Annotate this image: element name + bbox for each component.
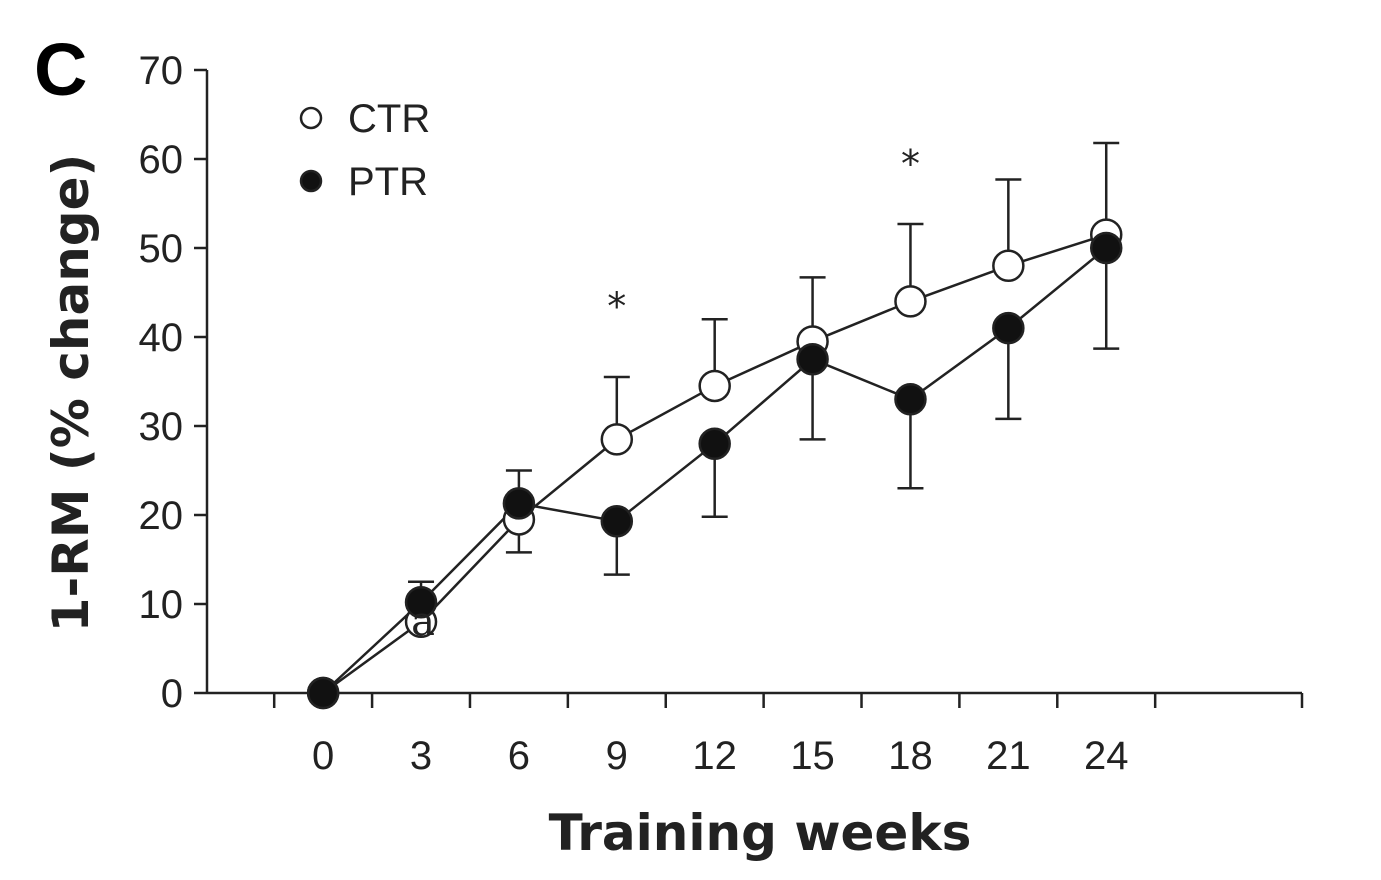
- legend-label-ptr: PTR: [348, 160, 428, 204]
- significance-star: *: [607, 284, 626, 328]
- y-axis-title: 1-RM (% change): [42, 154, 100, 633]
- y-tick-label: 30: [139, 405, 184, 449]
- point-ptr: [502, 487, 536, 520]
- legend-marker-ctr: [299, 106, 323, 130]
- annotations: * * a: [411, 142, 920, 645]
- y-tick-label: 60: [139, 138, 184, 182]
- point-ptr: [404, 585, 438, 619]
- point-ptr: [992, 311, 1025, 345]
- x-tick-label: 6: [508, 734, 530, 778]
- x-tick-label: 21: [986, 734, 1031, 778]
- x-tick-label: 12: [692, 734, 737, 778]
- significance-star: *: [901, 142, 920, 186]
- axes: 0 10 20 30 40 50 60 70 0 3 6 9 12 15 18 21 24: [139, 49, 1304, 778]
- significance-letter: a: [411, 599, 435, 645]
- point-ctr: [894, 285, 927, 318]
- y-tick-label: 0: [161, 672, 183, 716]
- point-ptr: [796, 343, 829, 376]
- y-tick-label: 40: [139, 316, 184, 360]
- legend-label-ctr: CTR: [348, 97, 430, 141]
- x-tick-label: 15: [790, 734, 835, 778]
- point-ptr: [600, 504, 634, 538]
- y-tick-label: 70: [139, 49, 184, 93]
- point-ptr: [894, 383, 927, 416]
- x-tick-label: 24: [1084, 734, 1129, 778]
- point-ptr: [1089, 231, 1123, 265]
- x-tick-label: 3: [410, 734, 432, 778]
- legend: CTR PTR: [299, 97, 430, 204]
- y-tick-label: 20: [139, 494, 184, 538]
- point-ptr: [698, 427, 731, 461]
- error-bars: [408, 141, 1120, 622]
- y-tick-label: 10: [139, 583, 184, 627]
- point-ctr: [992, 249, 1025, 283]
- panel-label: C: [34, 28, 87, 111]
- y-tick-label: 50: [139, 227, 184, 271]
- legend-marker-ptr: [299, 169, 323, 193]
- point-ctr: [600, 423, 634, 456]
- point-ptr: [306, 676, 340, 710]
- x-tick-label: 0: [312, 734, 334, 778]
- point-ctr: [698, 369, 731, 403]
- x-tick-label: 9: [606, 734, 628, 778]
- x-tick-label: 18: [888, 734, 933, 778]
- data-markers: [306, 218, 1123, 710]
- x-axis-title: Training weeks: [549, 804, 972, 862]
